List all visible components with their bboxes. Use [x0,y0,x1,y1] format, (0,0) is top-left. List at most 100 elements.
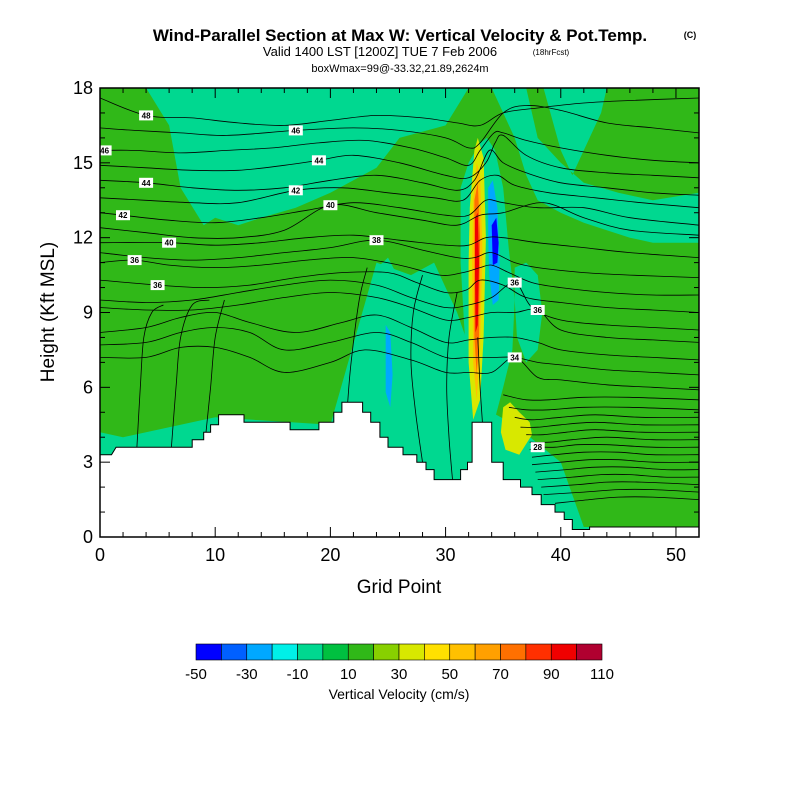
contour-label-box-4 [139,177,154,188]
isentrope-21 [526,429,699,436]
contour-label-13: 36 [533,306,542,315]
contour-label-6: 42 [119,211,128,220]
colorbar-swatch-14 [550,643,577,661]
isentrope-2 [100,130,699,166]
contour-label-4: 44 [142,179,151,188]
isentrope-13 [100,292,699,343]
contour-label-box-13 [530,305,545,315]
colorbar-swatch-4 [297,643,324,661]
contour-label-23: 28 [533,443,542,452]
colorbar-swatch-2 [246,643,273,661]
isentrope-27 [537,473,699,480]
contour-label-16: 34 [510,353,519,362]
contour-label-box-7 [323,200,338,211]
contour-label-box-9 [369,235,384,246]
x-tick-label: 10 [205,545,225,565]
contour-label-box-3 [311,155,326,166]
colorbar-tick-label: 90 [543,666,560,683]
y-tick-label: 6 [83,377,93,397]
chart-title: Wind-Parallel Section at Max W: Vertical… [153,26,647,45]
x-tick-label: 40 [551,545,571,565]
potential-temperature-contours [100,97,699,504]
vertical-isentrope-3 [347,267,368,403]
isentrope-4 [100,149,699,196]
contour-label-11: 36 [153,281,162,290]
isentrope-1 [100,105,699,149]
vertical-isentrope-0 [136,304,164,448]
contour-label-box-8 [162,237,177,248]
isentrope-5 [100,174,699,209]
isentrope-15 [100,327,699,376]
y-tick-label: 15 [73,153,93,173]
x-tick-label: 50 [666,545,686,565]
isentrope-0 [100,97,699,127]
isentrope-22 [529,436,699,443]
isentrope-18 [508,406,699,411]
contour-label-0: 48 [142,111,151,120]
colorbar-tick-label: -50 [185,666,207,683]
vertical-isentrope-1 [171,299,210,448]
isentrope-7 [100,202,699,239]
colorbar-swatch-12 [500,643,527,661]
vertical-isentrope-4 [410,275,423,463]
colorbar-tick-label: 30 [391,666,408,683]
velocity-region-4 [385,325,393,408]
contour-label-12: 36 [510,279,519,288]
contour-label-2: 46 [100,146,109,155]
velocity-region-1 [526,88,699,201]
isentrope-24 [531,451,699,458]
contour-label-box-5 [288,185,303,196]
colorbar-swatch-9 [424,643,451,661]
contour-label-box-2 [100,145,112,156]
colorbar-tick-label: 10 [340,666,357,683]
colorbar-swatch-8 [398,643,425,661]
colorbar-tick-label: 70 [492,666,509,683]
contour-label-box-10 [127,255,142,266]
chart-subtitle: Valid 1400 LST [1200Z] TUE 7 Feb 2006 [263,44,497,59]
isentrope-11 [100,271,699,313]
y-tick-label: 9 [83,303,93,323]
contour-label-box-16 [507,352,522,363]
forecast-hour-note: (18hrFcst) [533,48,570,57]
y-tick-label: 3 [83,452,93,472]
colorbar-swatch-3 [271,643,298,661]
colorbar-label: Vertical Velocity (cm/s) [329,686,470,702]
velocity-region-0 [100,88,699,527]
y-tick-label: 12 [73,228,93,248]
vertical-isentrope-6 [477,337,483,423]
colorbar-tick-label: 50 [441,666,458,683]
contour-labels: 48 46 46 44 44 42 42 40 40 38 36 36 36 36 34 28 [100,110,545,453]
colorbar-swatch-15 [576,643,603,661]
title-copyright-mark: (C) [684,30,697,40]
isentrope-8 [100,234,699,258]
colorbar-tick-label: -10 [287,666,309,683]
contour-label-box-6 [116,210,130,221]
colorbar-tick-label: 110 [590,666,614,683]
isentrope-10 [100,257,699,296]
isentrope-14 [100,311,699,361]
isentrope-17 [503,394,699,401]
contour-label-box-12 [507,277,522,288]
x-axis-label: Grid Point [357,577,442,598]
isentrope-29 [543,488,699,495]
contour-label-box-1 [288,125,303,136]
isentrope-19 [514,414,699,421]
plot-area: 48 46 46 44 44 42 42 40 40 38 36 36 36 36 34 28 [100,88,699,537]
isentrope-6 [100,199,699,226]
contour-label-box-0 [139,110,154,121]
terrain-mask [100,401,699,537]
velocity-region-5 [500,402,532,455]
isentrope-28 [541,481,699,488]
isentrope-30 [554,496,699,504]
contour-label-8: 40 [165,239,174,248]
isentrope-16 [100,345,699,391]
colorbar-swatch-13 [525,643,552,661]
colorbar-swatch-1 [221,643,248,661]
contour-label-1: 46 [291,126,300,135]
contour-label-9: 38 [372,236,381,245]
colorbar-swatch-5 [322,643,349,661]
vertical-isentrope-2 [205,299,225,433]
y-axis-label: Height (Kft MSL) [38,242,59,382]
